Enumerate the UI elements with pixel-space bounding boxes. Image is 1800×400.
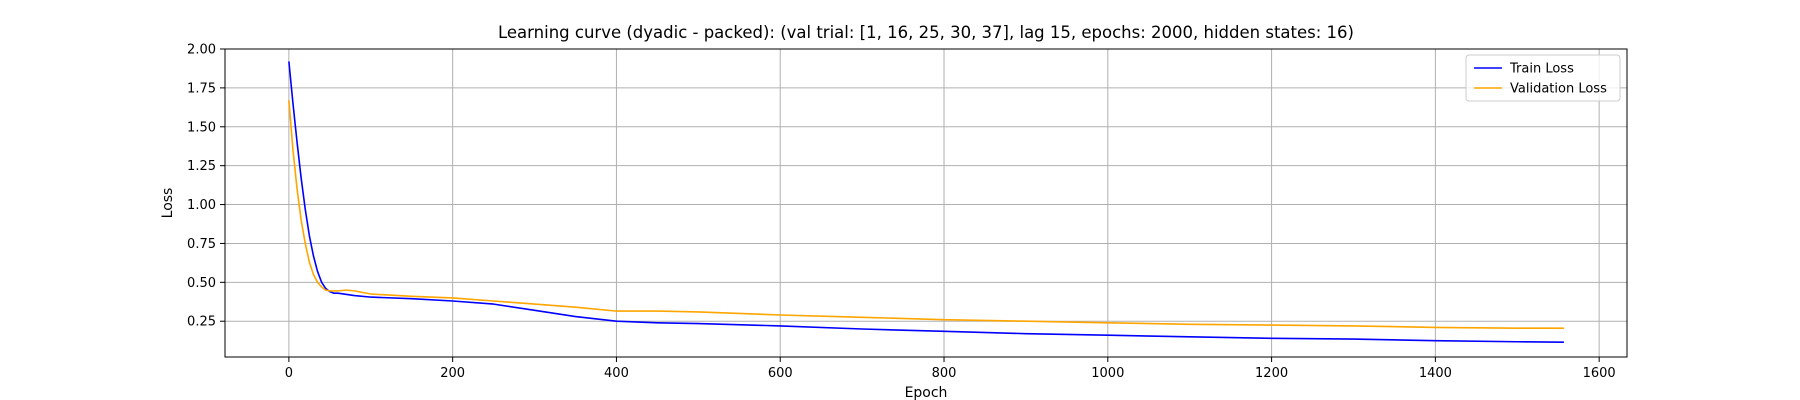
x-tick-label: 1000 <box>1091 366 1124 381</box>
x-tick-label: 1400 <box>1419 366 1452 381</box>
x-axis-ticks: 0 200 400 600 800 1000 1200 1400 1600 <box>285 357 1616 381</box>
validation-loss-line <box>288 100 1564 330</box>
grid-lines <box>225 48 1627 357</box>
y-tick-label: 1.00 <box>187 198 216 213</box>
plot-frame <box>224 48 1628 358</box>
y-axis-title: Loss <box>160 188 176 219</box>
y-tick-label: 0.50 <box>187 276 216 291</box>
y-axis-ticks: 0.25 0.50 0.75 1.00 1.25 1.50 1.75 2.00 <box>187 43 225 330</box>
x-tick-label: 1600 <box>1583 366 1616 381</box>
y-tick-label: 1.50 <box>187 120 216 135</box>
x-tick-label: 1200 <box>1255 366 1288 381</box>
x-tick-label: 0 <box>285 366 293 381</box>
series-lines <box>288 61 1564 344</box>
chart-title: Learning curve (dyadic - packed): (val t… <box>498 23 1354 42</box>
x-tick-label: 800 <box>932 366 957 381</box>
legend: Train Loss Validation Loss <box>1465 54 1621 102</box>
legend-box <box>1465 54 1621 102</box>
train-loss-legend-label: Train Loss <box>1509 62 1574 77</box>
validation-loss-legend-label: Validation Loss <box>1510 82 1607 97</box>
train-loss-line <box>288 61 1564 344</box>
y-tick-label: 1.75 <box>187 81 216 96</box>
y-tick-label: 0.75 <box>187 237 216 252</box>
x-axis-title: Epoch <box>905 385 948 400</box>
x-tick-label: 200 <box>440 366 465 381</box>
y-tick-label: 1.25 <box>187 159 216 174</box>
x-tick-label: 600 <box>768 366 793 381</box>
x-tick-label: 400 <box>604 366 629 381</box>
y-tick-label: 0.25 <box>187 315 216 330</box>
y-tick-label: 2.00 <box>187 43 216 58</box>
legend-items: Train Loss Validation Loss <box>1474 62 1607 97</box>
